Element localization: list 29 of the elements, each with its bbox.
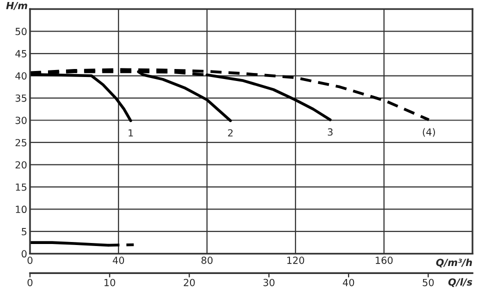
annotation: 2 <box>228 129 233 136</box>
x-tick-label: 0 <box>28 256 32 264</box>
annotation: 3 <box>328 128 333 136</box>
x2-tick-label: 40 <box>342 278 354 286</box>
y-tick-label: 35 <box>16 94 26 102</box>
x2-tick-label: 0 <box>28 278 32 286</box>
x2-tick-label: 20 <box>184 278 195 286</box>
x2-tick-label: 30 <box>263 278 274 286</box>
y-tick-label: 40 <box>15 72 27 80</box>
x-tick-label: 120 <box>287 256 304 264</box>
y-tick-label: 15 <box>16 184 26 191</box>
x-tick-label: 80 <box>201 256 213 264</box>
y-tick-label: 0 <box>22 250 27 258</box>
x-tick-label: 160 <box>376 256 393 264</box>
y-tick-label: 5 <box>22 228 26 236</box>
y-tick-label: 30 <box>16 116 27 124</box>
y-tick-label: 45 <box>15 50 26 58</box>
annotation: (4) <box>422 128 435 137</box>
x-tick-label: 40 <box>112 256 124 264</box>
annotation: 1 <box>128 129 133 136</box>
y-tick-label: 20 <box>16 161 27 169</box>
x2-tick-label: 50 <box>422 278 434 286</box>
x-axis-title: Q/m³/h <box>436 258 472 268</box>
y-axis-title: H/m <box>6 2 28 10</box>
y-tick-label: 50 <box>16 28 27 36</box>
y-tick-label: 10 <box>16 206 27 214</box>
x2-axis-title: Q/l/s <box>448 278 472 287</box>
x2-tick-label: 10 <box>104 278 116 286</box>
y-tick-label: 25 <box>16 138 26 146</box>
